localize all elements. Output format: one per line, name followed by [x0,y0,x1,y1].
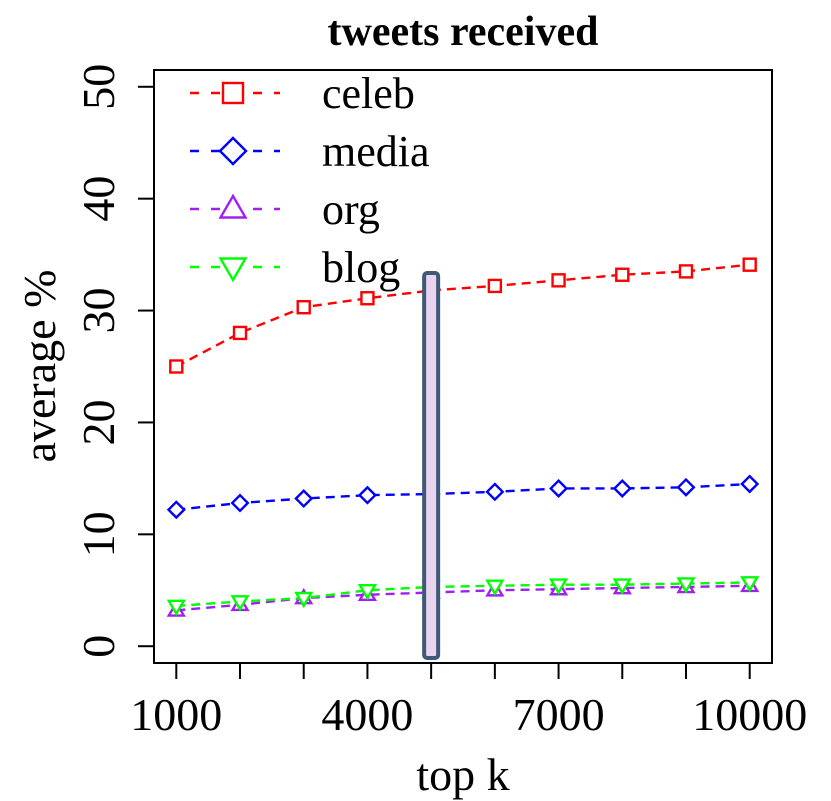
data-point-blog [166,599,186,617]
data-point-media [357,485,377,505]
y-tick-label: 10 [73,511,124,557]
x-tick-label: 7000 [513,689,605,740]
y-tick-label: 40 [73,176,124,222]
series-line-celeb [175,263,750,368]
data-point-celeb [487,278,503,294]
legend-label: blog [322,243,400,292]
x-tick-label: 4000 [321,689,413,740]
data-point-media [166,500,186,520]
legend-label: celeb [322,69,415,118]
legend-label: org [322,185,380,234]
series-org [166,575,760,617]
data-point-celeb [232,325,248,341]
legend-marker [218,136,248,166]
y-tick-label: 20 [73,399,124,445]
data-point-media [676,477,696,497]
x-axis: 1000 4000 7000 10000 [130,662,807,740]
legend-marker [218,193,248,219]
data-point-celeb [615,267,630,282]
x-tick-label: 1000 [130,689,222,740]
data-point-media [740,474,760,494]
y-tick-label: 50 [73,64,124,110]
data-point-blog [612,578,632,595]
data-point-blog [230,595,250,612]
data-point-celeb [296,300,311,315]
data-point-blog [294,591,314,609]
data-point-celeb [551,273,566,288]
data-point-blog [357,583,378,601]
data-point-blog [740,576,760,593]
series-line-blog [176,581,750,608]
data-point-media [230,493,250,513]
y-axis: 0 10 20 30 40 50 [73,64,155,658]
data-point-celeb [169,359,184,374]
series-celeb [169,257,757,374]
data-point-media [294,489,314,509]
data-point-blog [676,577,696,594]
series-blog [166,576,760,617]
data-point-celeb [360,291,375,306]
data-point-media [485,482,505,502]
legend-label: media [322,127,430,176]
legend-marker [221,81,245,105]
highlight-bar [422,271,441,660]
x-axis-label: top k [416,749,509,800]
series-line-org [176,584,750,612]
data-point-media [549,478,569,498]
data-point-celeb [742,257,757,272]
y-tick-label: 0 [73,635,124,658]
plot-frame [153,69,773,664]
legend-item-media: media [190,127,430,176]
series-media [166,474,760,520]
chart-title: tweets received [328,9,599,55]
legend-item-celeb: celeb [190,69,415,118]
data-point-blog [485,579,505,596]
legend-item-blog: blog [190,243,400,292]
legend-marker [218,257,248,283]
y-axis-label: average % [14,270,65,463]
series-line-media [176,482,750,511]
data-point-blog [548,578,569,595]
data-point-media [612,478,632,498]
data-point-celeb [678,264,694,279]
y-tick-label: 30 [73,288,124,334]
highlight-layer [422,271,441,660]
legend-item-org: org [190,185,380,234]
legend: celeb media org blog [190,69,430,292]
series-layer [166,257,760,617]
x-tick-label: 10000 [692,689,807,740]
